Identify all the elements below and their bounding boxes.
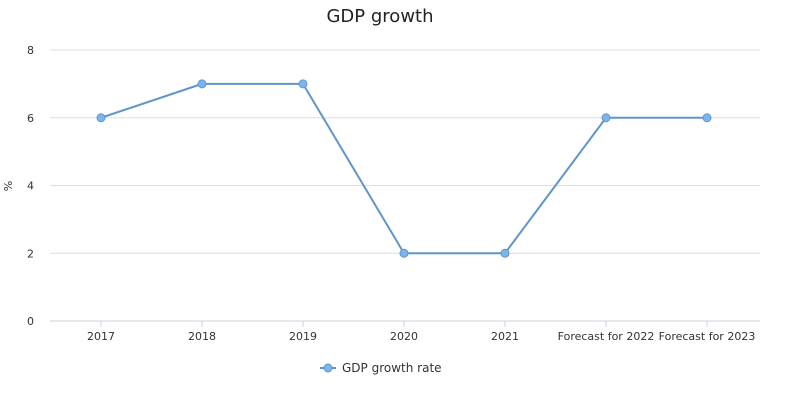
x-tick-label-4: 2021 <box>491 330 519 343</box>
axis-layer: 0 2 4 6 8 2017 2018 2019 2020 2021 Forecast for 20… <box>27 44 755 343</box>
data-point-5[interactable] <box>601 113 611 123</box>
y-axis-label: % <box>2 181 15 191</box>
point-layer <box>96 79 712 258</box>
x-tick-label-3: 2020 <box>390 330 418 343</box>
y-tick-label-6: 6 <box>27 112 34 125</box>
line-layer <box>100 82 708 255</box>
series-line-gdp-growth-rate[interactable] <box>100 82 708 255</box>
y-tick-label-8: 8 <box>27 44 34 57</box>
legend[interactable]: GDP growth rate <box>320 361 442 375</box>
grid-layer <box>50 49 760 322</box>
data-point-1[interactable] <box>197 79 207 89</box>
data-point-2[interactable] <box>298 79 308 89</box>
legend-label[interactable]: GDP growth rate <box>342 361 442 375</box>
y-tick-label-4: 4 <box>27 180 34 193</box>
x-tick-label-6: Forecast for 2023 <box>659 330 756 343</box>
y-tick-label-0: 0 <box>27 315 34 328</box>
legend-point-marker <box>323 363 333 373</box>
data-point-4[interactable] <box>500 248 510 258</box>
x-tick-label-1: 2018 <box>188 330 216 343</box>
data-point-6[interactable] <box>702 113 712 123</box>
x-tick-label-2: 2019 <box>289 330 317 343</box>
x-tick-label-0: 2017 <box>87 330 115 343</box>
data-point-0[interactable] <box>96 113 106 123</box>
data-point-3[interactable] <box>399 248 409 258</box>
y-tick-label-2: 2 <box>27 247 34 260</box>
chart-title: GDP growth <box>326 6 433 27</box>
x-tick-label-5: Forecast for 2022 <box>558 330 655 343</box>
